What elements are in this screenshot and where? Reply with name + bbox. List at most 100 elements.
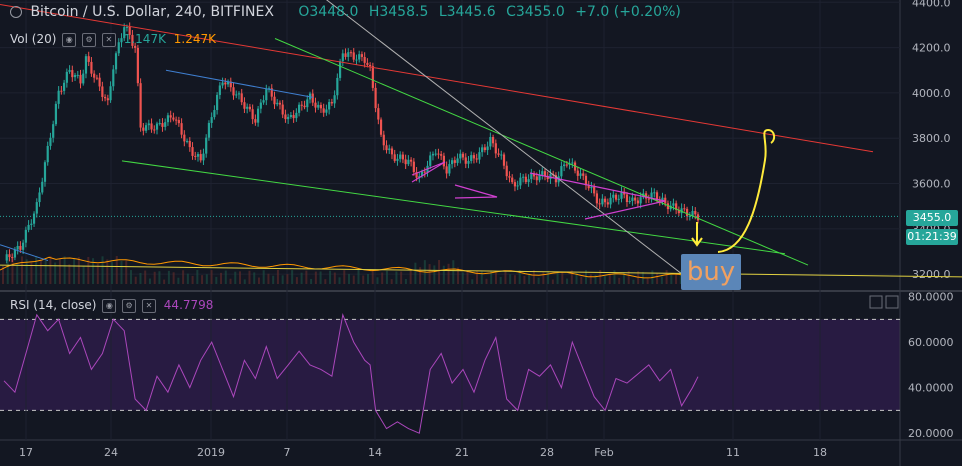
candle-body <box>358 54 361 60</box>
volume-bar <box>253 272 256 284</box>
candle-body <box>456 158 459 163</box>
volume-bar <box>281 275 284 284</box>
candle-body <box>486 146 489 151</box>
candle-body <box>669 205 672 210</box>
candle-body <box>511 177 514 183</box>
candle-body <box>560 166 563 177</box>
ohlc-high: H3458.5 <box>368 4 429 20</box>
candle-body <box>347 52 350 57</box>
volume-bar <box>319 271 322 284</box>
pennant-2 <box>454 184 498 199</box>
candle-body <box>300 104 303 106</box>
candle-body <box>401 154 405 160</box>
candle-body <box>691 210 694 216</box>
projection-up-path <box>717 128 776 253</box>
candle-body <box>101 86 104 97</box>
candle-body <box>601 198 604 205</box>
candle-body <box>13 249 17 258</box>
volume-bar <box>480 271 483 284</box>
candle-body <box>429 155 432 166</box>
candle-body <box>440 154 443 156</box>
rsi-tick-label: 60.0000 <box>908 336 954 349</box>
volume-bar <box>542 272 545 284</box>
candle-body <box>399 154 402 159</box>
candle-body <box>655 192 659 201</box>
volume-bar <box>504 270 507 284</box>
candle-body <box>680 208 683 214</box>
volume-ma-line <box>0 256 701 279</box>
volume-bar <box>476 271 478 284</box>
candle-body <box>114 53 118 70</box>
candle-body <box>688 215 691 217</box>
candle-body <box>598 203 601 205</box>
volume-legend: Vol (20) ◉ ⚙ ✕ 1.147K 1.247K <box>10 32 216 47</box>
candle-body <box>532 173 536 177</box>
candle-body <box>254 119 257 123</box>
candle-body <box>281 104 284 115</box>
candle-body <box>625 194 629 203</box>
candle-body <box>522 176 525 178</box>
settings-icon[interactable]: ⚙ <box>82 32 97 47</box>
candle-body <box>467 160 470 164</box>
candle-body <box>134 45 137 48</box>
candle-body <box>8 254 11 258</box>
candle-body <box>472 155 476 159</box>
ohlc-change: +7.0 (+0.20%) <box>575 4 681 20</box>
buy-annotation[interactable]: buy <box>681 254 741 290</box>
candle-body <box>229 81 232 88</box>
volume-bar <box>30 262 33 284</box>
volume-bar <box>419 267 422 284</box>
candle-body <box>500 154 503 156</box>
volume-bar <box>523 275 526 284</box>
volume-bar <box>627 270 630 284</box>
close-icon[interactable]: ✕ <box>141 298 156 313</box>
volume-bar <box>39 260 42 284</box>
volume-bar <box>58 259 61 284</box>
volume-bar <box>134 276 137 284</box>
candle-body <box>109 86 112 101</box>
volume-bar <box>139 273 142 284</box>
volume-bar <box>660 276 663 284</box>
volume-bar <box>471 279 474 284</box>
candle-body <box>355 59 358 61</box>
candle-body <box>196 154 200 157</box>
rsi-label[interactable]: RSI (14, close) <box>10 298 97 312</box>
volume-bar <box>343 270 346 284</box>
candle-body <box>450 160 454 165</box>
rsi-tick-label: 40.0000 <box>908 382 954 395</box>
volume-bar <box>68 264 71 284</box>
eye-icon[interactable]: ◉ <box>102 298 117 313</box>
candle-body <box>226 81 230 85</box>
price-tick-label: 4200.0 <box>912 42 951 55</box>
volume-bar <box>163 279 166 284</box>
candle-body <box>123 27 126 39</box>
candle-body <box>478 152 481 160</box>
volume-bar <box>499 276 502 284</box>
candle-body <box>404 159 407 165</box>
volume-bar <box>490 270 493 284</box>
symbol-icon[interactable] <box>10 6 22 18</box>
volume-bar <box>49 256 52 284</box>
candle-body <box>325 109 328 113</box>
volume-bar <box>594 275 597 284</box>
rsi-line <box>3 312 699 434</box>
rsi-legend: RSI (14, close) ◉ ⚙ ✕ 44.7798 <box>10 298 213 313</box>
volume-label[interactable]: Vol (20) <box>10 32 57 46</box>
close-icon[interactable]: ✕ <box>101 32 116 47</box>
volume-bar <box>457 267 460 284</box>
settings-icon[interactable]: ⚙ <box>122 298 137 313</box>
candle-body <box>675 203 678 210</box>
candle-body <box>412 161 415 172</box>
volume-bar <box>220 272 223 284</box>
eye-icon[interactable]: ◉ <box>62 32 77 47</box>
volume-bar <box>357 270 360 284</box>
candle-body <box>278 102 282 105</box>
volume-bar <box>182 270 185 284</box>
candle-body <box>273 96 276 105</box>
ohlc-low: L3445.6 <box>438 4 496 20</box>
volume-bar <box>239 271 241 284</box>
candle-body <box>563 164 566 167</box>
symbol-title[interactable]: Bitcoin / U.S. Dollar, 240, BITFINEX <box>30 4 274 20</box>
